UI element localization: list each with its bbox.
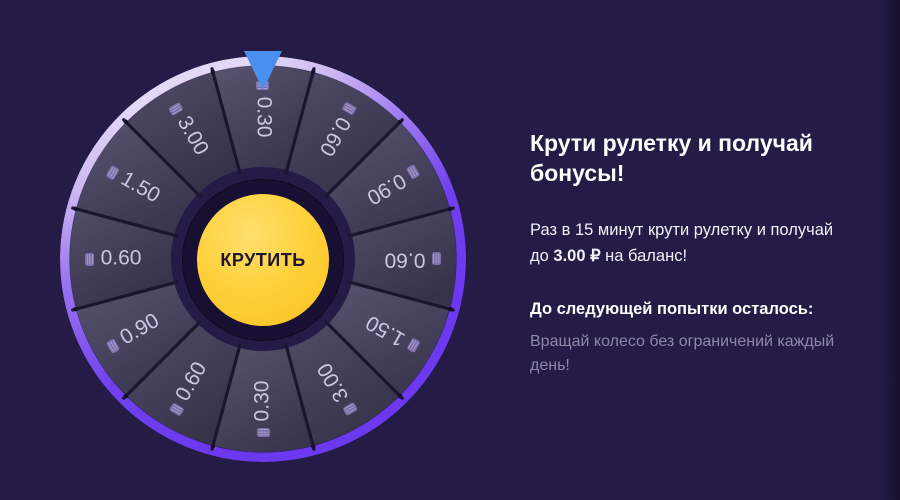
svg-text:0.30: 0.30 [252,97,275,138]
svg-text:0.60: 0.60 [101,247,142,270]
svg-text:0.60: 0.60 [385,248,426,271]
svg-text:0.30: 0.30 [251,381,274,422]
